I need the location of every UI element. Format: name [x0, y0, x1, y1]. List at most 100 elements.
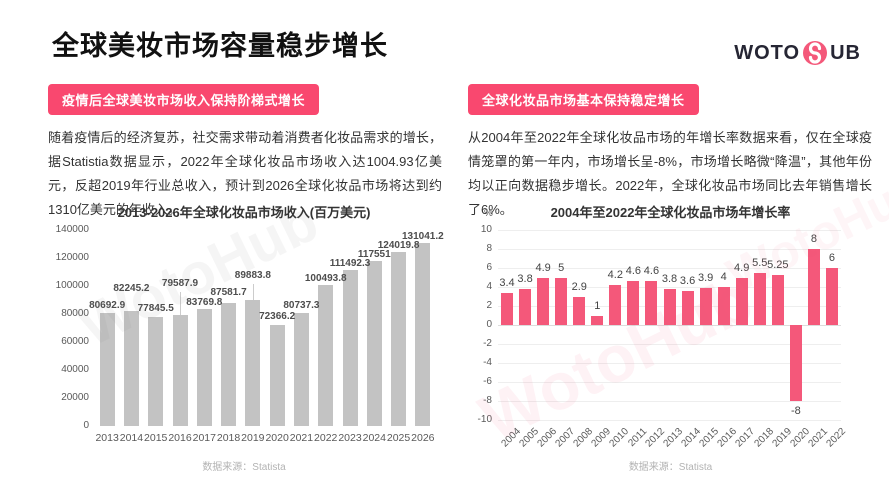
bar [825, 268, 838, 325]
x-axis-label: 2022 [824, 426, 848, 450]
bar [221, 303, 237, 426]
bar [415, 242, 431, 426]
bar [681, 290, 694, 325]
page-title: 全球美妆市场容量稳步增长 [52, 31, 388, 61]
x-axis-label: 2006 [535, 426, 559, 450]
right-paragraph: 从2004年至2022年全球化妆品市场的年增长率数据来看，仅在全球疫情笼罩的第一… [468, 130, 872, 218]
x-axis-label: 2010 [607, 426, 632, 450]
y-axis-tick: 20000 [61, 392, 89, 403]
bar-value-label: 5 [558, 261, 565, 274]
bar [342, 269, 358, 426]
chart-title: 2013-2026年全球化妆品市场收入(百万美元) [117, 205, 371, 220]
bar [537, 278, 550, 326]
label-leader-line [252, 284, 254, 301]
chart-title: 2004年至2022年全球化妆品市场年增长率 [550, 205, 791, 220]
y-axis-tick: 60000 [61, 336, 89, 347]
gridline [498, 381, 841, 383]
bar [573, 297, 586, 326]
y-axis-tick: -8 [483, 395, 492, 406]
growth-rate-bar-chart: % 2004年至2022年全球化妆品市场年增长率 10 8 6 4 2 0 -2 -4 -6 -8… [468, 200, 873, 473]
y-axis-tick: 4 [486, 281, 492, 292]
bar-value-label: 131041.2 [401, 230, 444, 242]
bar-value-label: 1 [594, 299, 601, 312]
bar-value-label: 124019.8 [377, 240, 420, 252]
y-axis-tick: 100000 [55, 280, 89, 291]
bar-value-label: 6 [828, 252, 836, 264]
chart-plot-area: 10 8 6 4 2 0 -2 -4 -6 -8 -10 3.4 2004 3.8 2005 4.9 2006 5… [478, 224, 848, 450]
y-axis-tick: -2 [483, 338, 492, 349]
x-axis-label: 2022 [314, 432, 338, 444]
label-leader-line [180, 291, 181, 315]
y-axis-unit: % [484, 208, 493, 219]
left-badge: 疫情后全球美妆市场收入保持阶梯式增长 [48, 84, 320, 115]
x-axis-label: 2005 [517, 426, 541, 450]
bar-value-label: 80692.9 [89, 300, 126, 312]
bar-value-label: 4 [720, 271, 727, 283]
y-axis-tick: 6 [486, 262, 492, 273]
bar-value-label: 3.8 [517, 272, 533, 285]
bar-value-label: 4.2 [607, 269, 623, 282]
bar [609, 285, 622, 325]
bar [789, 325, 802, 401]
y-axis-tick: 40000 [61, 364, 89, 375]
bar-value-label: 3.6 [679, 274, 696, 287]
y-axis-tick: -6 [483, 376, 492, 387]
gridline [498, 362, 841, 364]
x-axis-label: 2018 [752, 426, 776, 450]
x-axis-label: 2025 [386, 432, 411, 444]
gridline [498, 400, 841, 402]
x-axis-label: 2019 [770, 426, 794, 450]
bar [391, 252, 407, 426]
x-axis-label: 2011 [626, 426, 650, 449]
x-axis-label: 2016 [168, 432, 192, 444]
y-axis-tick: -10 [477, 414, 492, 425]
bar-value-label: 87581.7 [210, 287, 247, 299]
wotohub-logo-icon [802, 40, 828, 66]
bar [148, 317, 164, 426]
x-axis-label: 2026 [411, 432, 435, 444]
x-axis-label: 2021 [806, 426, 830, 450]
left-section: 疫情后全球美妆市场收入保持阶梯式增长 随着疫情后的经济复苏，社交需求带动着消费者… [48, 84, 442, 222]
bar [555, 277, 568, 325]
x-axis-label: 2020 [265, 432, 289, 444]
bar [591, 315, 604, 325]
x-axis-label: 2018 [216, 432, 241, 444]
x-axis-label: 2007 [553, 426, 577, 450]
bar [318, 285, 334, 426]
bar-value-label: -8 [790, 405, 801, 417]
bar-value-label: 117551 [357, 249, 391, 261]
bar [196, 308, 212, 426]
logo-text-right: UB [830, 41, 861, 64]
bar-value-label: 3.9 [697, 271, 714, 284]
bar-value-label: 4.6 [625, 265, 642, 278]
bar [269, 324, 285, 426]
right-badge: 全球化妆品市场基本保持稳定增长 [468, 84, 699, 115]
bar [366, 261, 382, 426]
bar [501, 292, 514, 325]
gridline [498, 248, 841, 250]
x-axis-label: 2017 [733, 426, 758, 450]
bar [771, 275, 784, 326]
bar-value-label: 2.9 [571, 281, 587, 294]
bar-value-label: 4.9 [535, 262, 551, 275]
right-section: 全球化妆品市场基本保持稳定增长 从2004年至2022年全球化妆品市场的年增长率… [468, 84, 872, 222]
bar [123, 310, 139, 426]
y-axis-tick: 140000 [55, 224, 89, 235]
x-axis-label: 2004 [499, 426, 523, 450]
y-axis-tick: -4 [483, 357, 492, 368]
y-axis-tick: 8 [486, 243, 492, 254]
bar-value-label: 89883.8 [234, 270, 271, 282]
y-axis-tick: 0 [486, 319, 492, 330]
x-axis-label: 2024 [362, 432, 386, 444]
bar [245, 300, 261, 426]
wotohub-logo[interactable]: WOTO UB [734, 40, 861, 66]
gridline [498, 267, 841, 269]
chart-plot-area: 0 20000 40000 60000 80000 100000 120000 140000 8… [56, 224, 444, 444]
gridline [498, 286, 841, 288]
y-axis-tick: 120000 [55, 252, 89, 263]
bar [717, 287, 730, 325]
data-source: 数据来源：Statista [202, 462, 286, 473]
bar [753, 272, 766, 326]
data-source: 数据来源：Statista [628, 462, 713, 473]
bar-value-label: 80737.3 [283, 299, 320, 311]
